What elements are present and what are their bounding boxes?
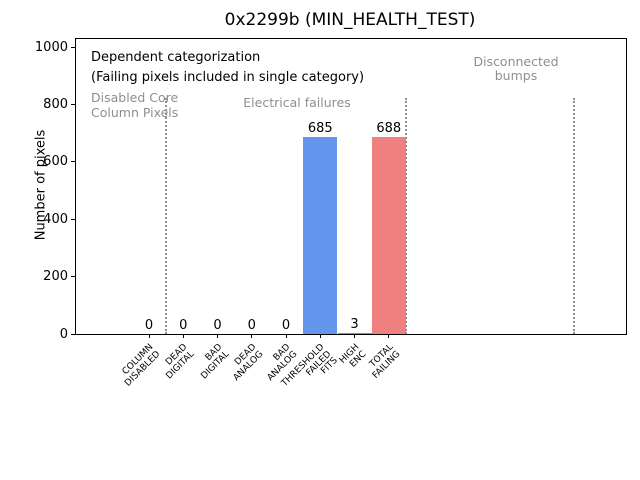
y-tick-label: 200	[43, 269, 68, 285]
bar-value-label: 0	[281, 318, 291, 333]
chart-title: 0x2299b (MIN_HEALTH_TEST)	[224, 10, 476, 30]
x-tick-mark	[251, 334, 253, 338]
x-tick-mark	[148, 334, 150, 338]
annotation-region-disabled-core: Disabled Core Column Pixels	[91, 90, 179, 120]
y-tick-label: 0	[59, 326, 68, 342]
bar-threshold-failed-fits	[303, 137, 338, 334]
bar-total-failing	[371, 137, 406, 334]
bar-value-label: 3	[350, 317, 359, 332]
y-tick-mark	[71, 218, 75, 220]
x-tick-mark	[285, 334, 287, 338]
annotation-region-electrical: Electrical failures	[243, 95, 351, 110]
y-tick-mark	[71, 333, 75, 335]
y-tick-label: 400	[43, 211, 68, 227]
bar-value-label: 0	[247, 318, 256, 333]
plot-area: 0 200 400 600 800 1000 0 COLUMN DISABLED 0 DEAD D…	[35, 38, 627, 389]
separator-line	[165, 98, 168, 334]
x-tick-mark	[182, 334, 184, 338]
y-tick-mark	[71, 103, 75, 105]
x-tick-mark	[354, 334, 355, 338]
annotation-categorization-note: (Failing pixels included in single categ…	[91, 70, 365, 85]
annotation-region-disconnected: Disconnected bumps	[473, 54, 559, 83]
bar-value-label: 0	[144, 318, 154, 333]
bar-value-label: 688	[376, 121, 402, 136]
y-tick-label: 1000	[34, 39, 68, 55]
x-tick-mark	[217, 334, 218, 338]
separator-line	[572, 98, 575, 334]
bar-high-enc	[337, 333, 372, 334]
y-tick-mark	[71, 46, 75, 48]
bar-value-label: 0	[179, 318, 188, 333]
y-tick-label: 600	[43, 154, 68, 170]
bar-value-label: 685	[307, 121, 333, 136]
separator-line	[404, 98, 407, 334]
x-tick-mark	[319, 334, 321, 338]
annotation-categorization-title: Dependent categorization	[91, 50, 261, 65]
y-tick-mark	[71, 276, 75, 278]
y-tick-mark	[71, 161, 75, 163]
y-tick-label: 800	[43, 96, 68, 112]
bar-value-label: 0	[213, 318, 222, 333]
x-tick-mark	[388, 334, 390, 338]
